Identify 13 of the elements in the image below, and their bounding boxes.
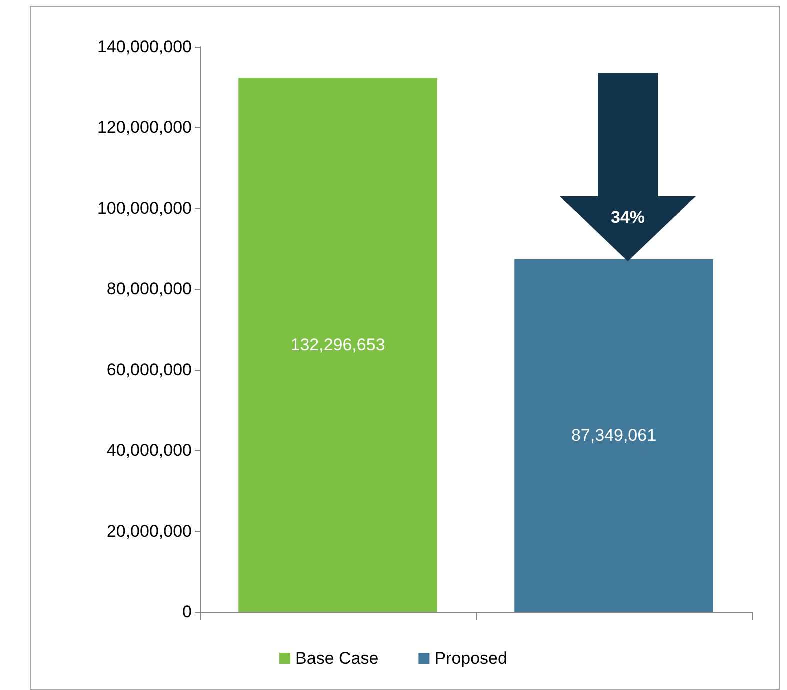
legend-label: Proposed (434, 649, 508, 668)
y-tick-label: 120,000,000 (97, 118, 192, 138)
y-tick-label: 100,000,000 (97, 198, 192, 218)
data-label: 87,349,061 (571, 426, 657, 446)
y-tick-label: 40,000,000 (106, 441, 192, 460)
y-tick-label: 20,000,000 (106, 522, 192, 541)
y-tick-label: 60,000,000 (106, 360, 192, 380)
y-tick-label: 0 (182, 602, 192, 622)
y-tick-label: 80,000,000 (106, 280, 192, 299)
legend-label: Base Case (296, 649, 379, 668)
data-label: 132,296,653 (290, 336, 386, 355)
annotation: 34% (610, 208, 646, 228)
y-tick-label: 140,000,000 (97, 38, 192, 56)
